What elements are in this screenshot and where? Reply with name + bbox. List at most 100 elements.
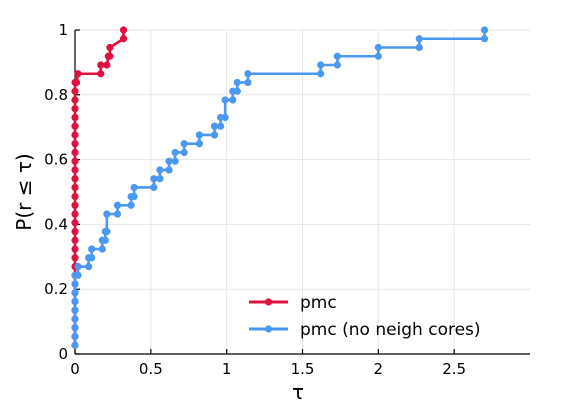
data-point-pmc bbox=[71, 254, 79, 262]
data-point-pmc-no-neigh-cores bbox=[165, 157, 173, 165]
legend-marker-pmc bbox=[264, 298, 273, 306]
data-point-pmc-no-neigh-cores bbox=[88, 245, 96, 253]
x-tick-label: 0.5 bbox=[139, 360, 163, 378]
data-point-pmc-no-neigh-cores bbox=[374, 52, 382, 60]
data-point-pmc-no-neigh-cores bbox=[233, 78, 241, 87]
legend: pmc pmc (no neigh cores) bbox=[249, 293, 481, 340]
data-point-pmc-no-neigh-cores bbox=[374, 43, 382, 52]
x-ticks: 0 0.5 1 1.5 2 2.5 bbox=[70, 349, 466, 378]
data-point-pmc-no-neigh-cores bbox=[171, 157, 179, 165]
data-point-pmc-no-neigh-cores bbox=[150, 183, 158, 192]
data-point-pmc bbox=[97, 61, 105, 69]
y-tick-label: 0 bbox=[58, 345, 68, 363]
data-point-pmc bbox=[71, 131, 79, 139]
data-point-pmc bbox=[71, 87, 79, 95]
data-point-pmc-no-neigh-cores bbox=[103, 210, 111, 218]
data-point-pmc-no-neigh-cores bbox=[195, 131, 203, 139]
data-point-pmc-no-neigh-cores bbox=[74, 271, 82, 279]
data-point-pmc-no-neigh-cores bbox=[480, 26, 489, 34]
data-point-pmc bbox=[71, 210, 79, 218]
data-point-pmc-no-neigh-cores bbox=[333, 52, 341, 60]
data-point-pmc-no-neigh-cores bbox=[130, 192, 138, 201]
data-point-pmc-no-neigh-cores bbox=[71, 289, 79, 297]
data-point-pmc-no-neigh-cores bbox=[71, 341, 79, 349]
data-point-pmc-no-neigh-cores bbox=[113, 201, 122, 209]
data-point-pmc-no-neigh-cores bbox=[415, 43, 423, 52]
data-point-pmc-no-neigh-cores bbox=[101, 236, 109, 244]
data-point-pmc-no-neigh-cores bbox=[210, 131, 219, 139]
x-tick-label: 1 bbox=[222, 360, 232, 378]
data-point-pmc bbox=[72, 78, 81, 87]
x-tick-label: 2.5 bbox=[442, 360, 466, 378]
data-point-pmc bbox=[71, 183, 79, 192]
data-point-pmc-no-neigh-cores bbox=[233, 87, 241, 95]
data-point-pmc bbox=[71, 201, 79, 209]
data-point-pmc bbox=[71, 245, 79, 253]
data-point-pmc-no-neigh-cores bbox=[71, 306, 79, 314]
y-tick-label: 0.8 bbox=[44, 86, 68, 104]
data-point-pmc bbox=[71, 122, 79, 130]
data-point-pmc bbox=[71, 227, 79, 236]
y-tick-label: 0.4 bbox=[44, 215, 68, 233]
data-point-pmc-no-neigh-cores bbox=[103, 227, 111, 236]
data-point-pmc bbox=[71, 105, 79, 113]
data-point-pmc-no-neigh-cores bbox=[156, 166, 164, 174]
data-point-pmc bbox=[71, 113, 79, 122]
data-point-pmc-no-neigh-cores bbox=[127, 201, 135, 209]
data-point-pmc bbox=[71, 157, 79, 165]
y-tick-label: 0.2 bbox=[44, 280, 68, 298]
data-point-pmc-no-neigh-cores bbox=[71, 280, 79, 288]
data-point-pmc bbox=[71, 96, 79, 104]
series-pmc bbox=[71, 26, 128, 349]
y-axis-label: P(r ≤ τ) bbox=[12, 153, 36, 230]
data-point-pmc bbox=[119, 26, 128, 34]
data-point-pmc bbox=[71, 148, 79, 157]
y-tick-label: 0.6 bbox=[44, 151, 68, 169]
data-point-pmc-no-neigh-cores bbox=[333, 61, 341, 69]
data-point-pmc-no-neigh-cores bbox=[317, 70, 325, 78]
data-point-pmc bbox=[71, 219, 79, 227]
data-point-pmc-no-neigh-cores bbox=[165, 166, 173, 174]
data-point-pmc-no-neigh-cores bbox=[221, 96, 229, 104]
series-line-pmc bbox=[73, 30, 125, 346]
x-tick-label: 1.5 bbox=[291, 360, 315, 378]
data-point-pmc-no-neigh-cores bbox=[217, 122, 225, 130]
data-point-pmc-no-neigh-cores bbox=[71, 315, 79, 323]
data-point-pmc-no-neigh-cores bbox=[415, 35, 423, 43]
data-point-pmc-no-neigh-cores bbox=[113, 210, 122, 218]
data-point-pmc-no-neigh-cores bbox=[71, 297, 79, 306]
data-point-pmc bbox=[74, 70, 82, 78]
data-point-pmc-no-neigh-cores bbox=[71, 324, 79, 332]
data-point-pmc bbox=[106, 52, 114, 60]
data-point-pmc-no-neigh-cores bbox=[221, 113, 229, 122]
series-pmc-no-neigh-cores bbox=[71, 26, 489, 349]
data-point-pmc bbox=[106, 43, 114, 52]
data-point-pmc bbox=[71, 175, 79, 183]
x-tick-label: 2 bbox=[374, 360, 384, 378]
x-tick-label: 0 bbox=[70, 360, 80, 378]
data-point-pmc bbox=[71, 236, 79, 244]
y-tick-label: 1 bbox=[58, 21, 68, 39]
data-point-pmc-no-neigh-cores bbox=[85, 262, 93, 271]
data-point-pmc-no-neigh-cores bbox=[150, 175, 158, 183]
data-point-pmc-no-neigh-cores bbox=[244, 78, 252, 87]
data-point-pmc-no-neigh-cores bbox=[229, 96, 237, 104]
data-point-pmc-no-neigh-cores bbox=[244, 70, 252, 78]
legend-label-pmc-no-neigh-cores: pmc (no neigh cores) bbox=[300, 320, 481, 340]
data-point-pmc-no-neigh-cores bbox=[98, 245, 106, 253]
series-group bbox=[71, 26, 489, 349]
data-point-pmc bbox=[103, 61, 111, 69]
data-point-pmc bbox=[71, 140, 79, 148]
data-point-pmc bbox=[71, 192, 79, 201]
data-point-pmc-no-neigh-cores bbox=[480, 35, 489, 43]
data-point-pmc bbox=[71, 166, 79, 174]
legend-label-pmc: pmc bbox=[300, 293, 337, 313]
data-point-pmc bbox=[119, 35, 128, 43]
legend-marker-pmc-no-neigh-cores bbox=[264, 325, 273, 333]
data-point-pmc-no-neigh-cores bbox=[71, 332, 79, 341]
data-point-pmc-no-neigh-cores bbox=[130, 183, 138, 192]
x-axis-label: τ bbox=[292, 380, 304, 404]
data-point-pmc-no-neigh-cores bbox=[317, 61, 325, 69]
data-point-pmc bbox=[97, 70, 105, 78]
